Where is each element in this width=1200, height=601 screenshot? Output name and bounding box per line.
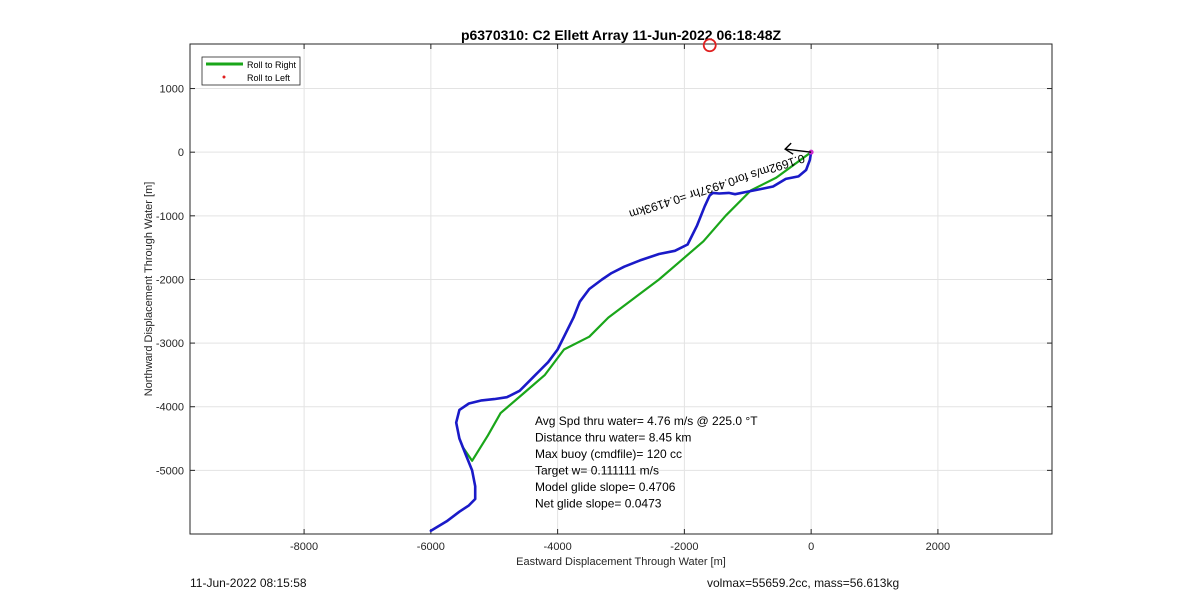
y-tick-label: -2000 xyxy=(156,274,184,286)
x-tick-label: -6000 xyxy=(417,541,445,553)
y-axis-label: Northward Displacement Through Water [m] xyxy=(143,182,155,397)
stats-line: Distance thru water= 8.45 km xyxy=(535,431,691,445)
marker-target xyxy=(702,38,717,53)
annotation-layer: 0.1692m/s for0.4937hr =0.4193km xyxy=(627,142,812,221)
stats-line: Model glide slope= 0.4706 xyxy=(535,480,676,494)
series-line-roll-right xyxy=(461,151,813,462)
y-tick-label: 0 xyxy=(178,147,184,159)
y-tick-label: -1000 xyxy=(156,211,184,223)
stats-line: Target w= 0.111111 m/s xyxy=(535,464,659,478)
series-line-track xyxy=(429,150,813,533)
grid-layer xyxy=(190,44,1052,534)
footer-timestamp: 11-Jun-2022 08:15:58 xyxy=(190,576,307,590)
chart-title: p6370310: C2 Ellett Array 11-Jun-2022 06… xyxy=(461,27,782,43)
legend: Roll to Right Roll to Left xyxy=(201,56,301,86)
legend-label-roll-left: Roll to Left xyxy=(247,73,291,83)
y-tick-label: -3000 xyxy=(156,338,184,350)
x-tick-label: 0 xyxy=(808,541,814,553)
legend-label-roll-right: Roll to Right xyxy=(247,60,297,70)
series-layer xyxy=(429,150,813,533)
current-annotation: 0.1692m/s for0.4937hr =0.4193km xyxy=(627,151,806,221)
y-tick-label: 1000 xyxy=(160,84,184,96)
current-vector-arrow xyxy=(786,148,812,153)
y-tick-label: -4000 xyxy=(156,402,184,414)
stats-box: Avg Spd thru water= 4.76 m/s @ 225.0 °T D… xyxy=(535,414,758,511)
x-axis-label: Eastward Displacement Through Water [m] xyxy=(516,556,726,568)
footer-volmax-mass: volmax=55659.2cc, mass=56.613kg xyxy=(707,576,900,590)
stats-line: Max buoy (cmdfile)= 120 cc xyxy=(535,447,682,461)
plot-frame xyxy=(189,43,1053,535)
y-tick-label: -5000 xyxy=(156,465,184,477)
x-tick-label: -4000 xyxy=(544,541,572,553)
marker-layer xyxy=(702,38,814,155)
legend-box xyxy=(201,56,301,86)
x-tick-label: 2000 xyxy=(926,541,950,553)
stats-line: Avg Spd thru water= 4.76 m/s @ 225.0 °T xyxy=(535,414,758,428)
x-tick-label: -8000 xyxy=(290,541,318,553)
x-tick-label: -2000 xyxy=(670,541,698,553)
stats-line: Net glide slope= 0.0473 xyxy=(535,497,662,511)
tick-layer: -8000 -6000 -4000 -2000 0 2000 1000 0 -1000 -2000… xyxy=(156,44,1052,553)
current-vector-arrowhead xyxy=(784,142,794,155)
legend-swatch-roll-left xyxy=(222,75,226,79)
